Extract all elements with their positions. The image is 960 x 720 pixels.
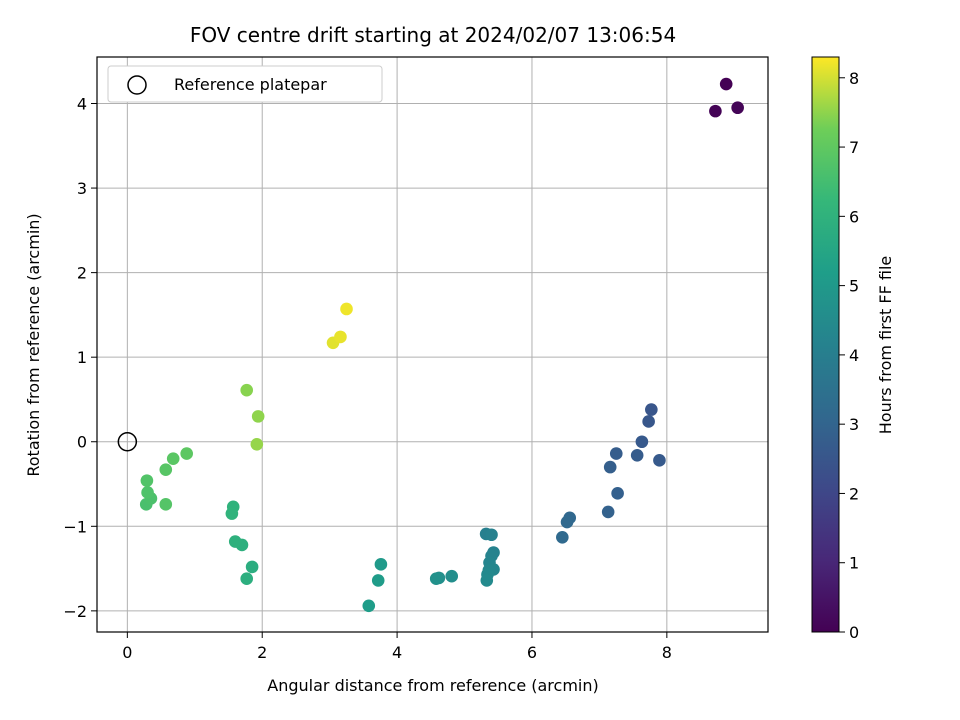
data-point xyxy=(250,437,264,451)
reference-marker xyxy=(117,431,138,452)
data-point xyxy=(653,454,666,467)
y-tick-label: −2 xyxy=(63,602,87,621)
data-point xyxy=(556,530,569,544)
colorbar-tick-label: 6 xyxy=(849,207,859,226)
data-point xyxy=(603,460,617,474)
data-point xyxy=(240,572,254,586)
colorbar-tick-label: 7 xyxy=(849,138,859,157)
data-point xyxy=(225,507,239,520)
data-point xyxy=(251,410,265,423)
colorbar-tick-label: 8 xyxy=(849,69,859,88)
grid xyxy=(97,57,768,632)
data-point xyxy=(140,474,154,487)
colorbar-tick-label: 4 xyxy=(849,346,859,365)
data-point xyxy=(371,574,385,587)
data-point xyxy=(245,560,259,574)
legend-reference-label: Reference platepar xyxy=(174,75,327,94)
data-point xyxy=(228,535,242,548)
data-point xyxy=(642,415,655,428)
plot-frame xyxy=(96,56,769,633)
colorbar: 0 1 2 3 4 5 6 7 8 Hours from first FF file xyxy=(811,56,895,642)
data-point xyxy=(159,463,173,476)
data-point xyxy=(601,505,615,519)
x-tick-label: 6 xyxy=(527,643,537,662)
data-point xyxy=(485,528,498,542)
data-point xyxy=(362,599,376,613)
legend-box xyxy=(107,65,383,103)
x-tick-label: 0 xyxy=(122,643,132,662)
y-tick-label: 1 xyxy=(77,348,87,367)
y-tick-label: −1 xyxy=(63,517,87,536)
x-axis-label: Angular distance from reference (arcmin) xyxy=(267,676,598,695)
data-point xyxy=(560,515,574,529)
data-point xyxy=(609,447,623,460)
data-point xyxy=(635,435,649,449)
y-tick-label: 4 xyxy=(77,95,87,114)
y-tick-label: 2 xyxy=(77,264,87,283)
plot-area: 0 2 4 6 8 −2 −1 0 1 2 3 4 xyxy=(63,56,769,662)
colorbar-ticks: 0 1 2 3 4 5 6 7 8 xyxy=(839,69,859,642)
chart-title: FOV centre drift starting at 2024/02/07 … xyxy=(190,23,676,47)
data-point xyxy=(240,383,254,397)
data-points xyxy=(139,77,744,613)
colorbar-tick-label: 2 xyxy=(849,484,859,503)
y-tick-label: 0 xyxy=(77,433,87,452)
colorbar-tick-label: 0 xyxy=(849,623,859,642)
data-point xyxy=(719,77,733,91)
data-point xyxy=(611,487,624,500)
x-tick-label: 4 xyxy=(392,643,402,662)
y-tick-label: 3 xyxy=(77,179,87,198)
data-point xyxy=(180,447,193,460)
data-point xyxy=(334,330,347,344)
x-ticks: 0 2 4 6 8 xyxy=(122,632,672,662)
colorbar-label: Hours from first FF file xyxy=(876,256,895,435)
data-point xyxy=(166,452,180,465)
data-point xyxy=(429,572,443,586)
data-point xyxy=(731,101,744,115)
y-axis-label: Rotation from reference (arcmin) xyxy=(24,213,43,476)
data-point xyxy=(645,403,658,416)
plot-background xyxy=(97,57,768,632)
colorbar-gradient xyxy=(811,56,840,633)
data-point xyxy=(445,569,459,583)
data-point xyxy=(480,574,494,587)
data-point xyxy=(340,302,353,316)
legend: Reference platepar xyxy=(107,65,383,103)
x-tick-label: 2 xyxy=(257,643,267,662)
colorbar-tick-label: 5 xyxy=(849,277,859,296)
x-tick-label: 8 xyxy=(662,643,672,662)
data-point xyxy=(374,558,388,571)
data-point xyxy=(141,486,154,499)
data-point xyxy=(709,104,722,118)
data-point xyxy=(630,448,644,462)
legend-reference-marker xyxy=(127,75,147,95)
colorbar-tick-label: 1 xyxy=(849,554,859,573)
y-ticks: −2 −1 0 1 2 3 4 xyxy=(63,95,97,621)
data-point xyxy=(159,498,173,511)
colorbar-tick-label: 3 xyxy=(849,415,859,434)
